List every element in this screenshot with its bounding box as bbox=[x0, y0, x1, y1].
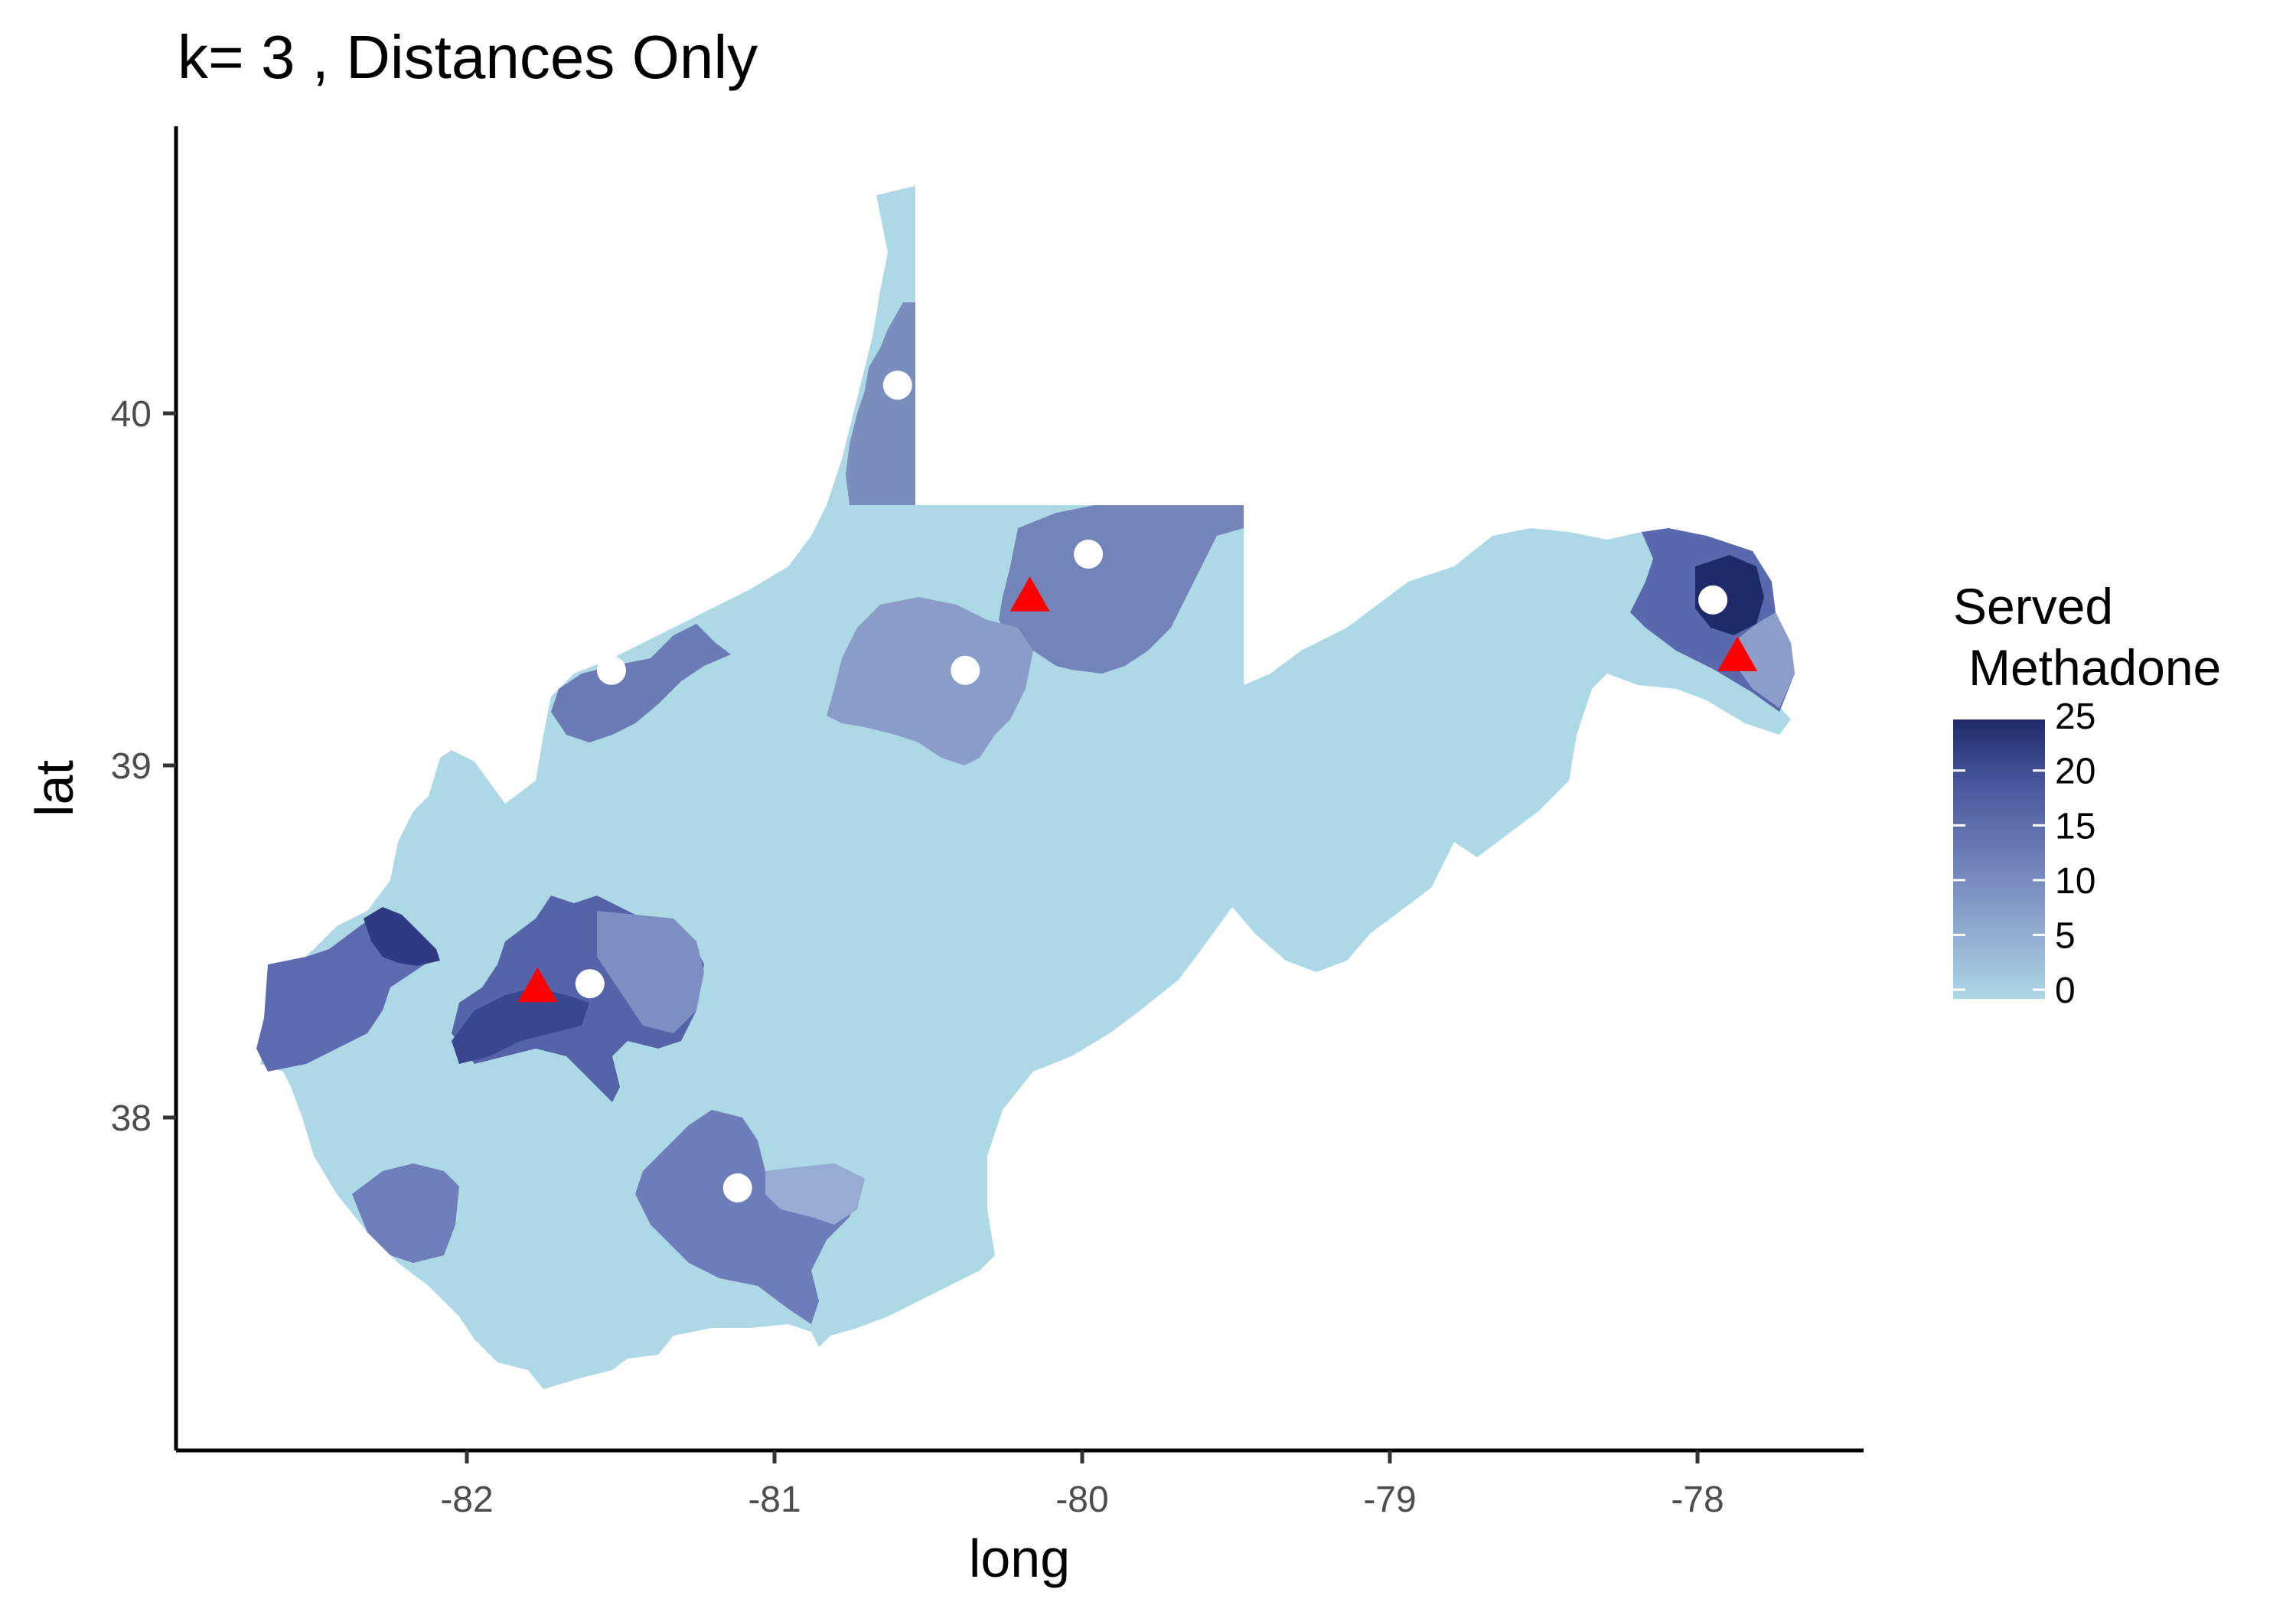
selected-triangle bbox=[1009, 576, 1050, 612]
chart-title: k= 3 , Distances Only bbox=[178, 23, 758, 91]
y-tick-label: 39 bbox=[111, 746, 152, 787]
region-beckley bbox=[635, 1110, 865, 1324]
region-northern-panhandle bbox=[846, 302, 915, 505]
region-north-central bbox=[999, 505, 1244, 674]
region-charleston-core bbox=[452, 987, 589, 1064]
legend-colorbar bbox=[1953, 719, 2045, 999]
x-tick-label: -82 bbox=[440, 1480, 493, 1520]
y-tick-label: 38 bbox=[111, 1098, 152, 1139]
legend: Served Methadone 25 20 15 10 5 0 bbox=[1953, 578, 2221, 1011]
region-southwest bbox=[352, 1163, 459, 1263]
x-tick-label: -81 bbox=[748, 1480, 801, 1520]
facility-circle bbox=[596, 655, 626, 685]
x-tick-label: -80 bbox=[1055, 1480, 1108, 1520]
legend-label: 0 bbox=[2055, 971, 2076, 1011]
region-beckley-light bbox=[765, 1163, 865, 1225]
y-tick-label: 40 bbox=[111, 394, 152, 435]
region-charleston-east bbox=[597, 911, 704, 1033]
facility-circle bbox=[1074, 540, 1104, 569]
y-axis-title: lat bbox=[24, 760, 84, 817]
region-parkersburg bbox=[551, 624, 731, 742]
y-axis-ticks: 38 39 40 bbox=[111, 394, 176, 1139]
selected-triangle bbox=[517, 967, 558, 1003]
region-huntington-dark bbox=[364, 907, 440, 966]
facility-markers bbox=[517, 370, 1758, 1202]
selected-triangle bbox=[1717, 636, 1758, 671]
region-eastern-panhandle-dark bbox=[1695, 555, 1764, 635]
legend-title-line2: Methadone bbox=[1968, 639, 2221, 696]
legend-label: 10 bbox=[2055, 861, 2095, 902]
facility-circle bbox=[882, 370, 912, 400]
state-map bbox=[256, 186, 1795, 1389]
legend-label: 25 bbox=[2055, 697, 2095, 737]
facility-circle bbox=[722, 1173, 752, 1202]
x-tick-label: -78 bbox=[1671, 1480, 1724, 1520]
x-axis-title: long bbox=[969, 1529, 1070, 1588]
legend-title-line1: Served bbox=[1953, 578, 2113, 635]
legend-label: 15 bbox=[2055, 806, 2095, 847]
facility-circle bbox=[951, 655, 980, 685]
legend-label: 5 bbox=[2055, 915, 2076, 956]
facility-circle bbox=[575, 969, 605, 999]
x-axis-ticks: -82 -81 -80 -79 -78 bbox=[440, 1450, 1724, 1520]
state-base-shape bbox=[260, 186, 1791, 1389]
legend-ticks: 25 20 15 10 5 0 bbox=[1953, 697, 2095, 1011]
region-eastern-panhandle-light bbox=[1733, 612, 1795, 708]
legend-label: 20 bbox=[2055, 752, 2095, 792]
region-central-west bbox=[827, 597, 1033, 765]
x-tick-label: -79 bbox=[1363, 1480, 1416, 1520]
facility-circle bbox=[1698, 585, 1728, 615]
